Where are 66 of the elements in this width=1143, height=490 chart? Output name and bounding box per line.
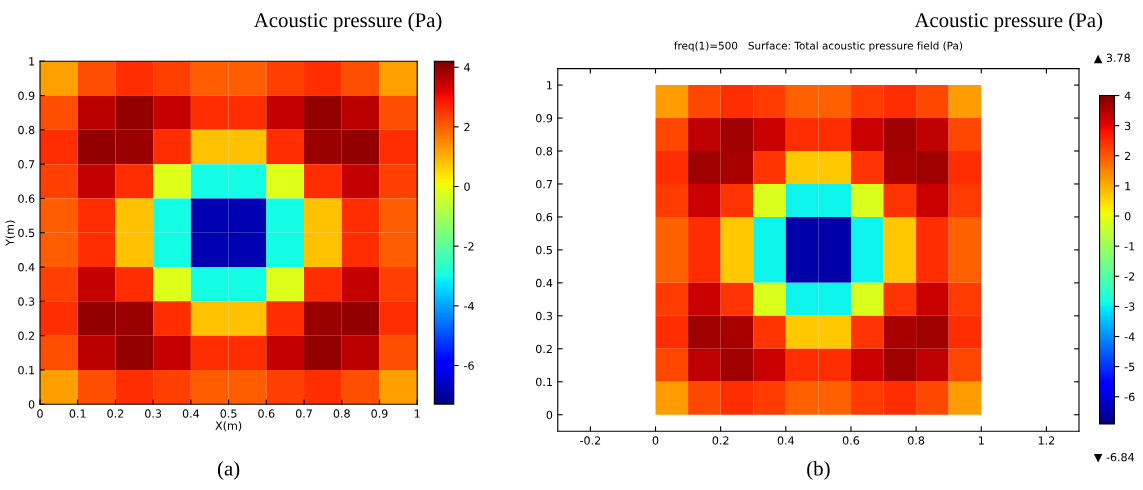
y-tick-label: 0.8 bbox=[18, 125, 35, 135]
x-tick-label: -0.2 bbox=[580, 436, 601, 445]
color-bar-label: 0 bbox=[464, 182, 470, 191]
x-tick-label: 0 bbox=[37, 409, 43, 418]
x-axis-title: X(m) bbox=[215, 421, 242, 432]
x-tick-label: 1.2 bbox=[1038, 436, 1055, 445]
x-tick-label: 0.7 bbox=[295, 409, 312, 418]
text: (a) bbox=[217, 460, 240, 480]
x-tick-label: 0.4 bbox=[777, 436, 795, 445]
text: (b) bbox=[807, 460, 830, 480]
color-bar-label: 0 bbox=[1124, 212, 1131, 221]
y-axis-title: Y(m) bbox=[5, 220, 16, 246]
y-tick-label: 0.1 bbox=[535, 377, 552, 387]
y-tick-label: 1 bbox=[29, 57, 35, 66]
color-bar-label: -3 bbox=[1124, 302, 1135, 311]
color-bar-label: -4 bbox=[1124, 332, 1135, 341]
color-bar-label: -1 bbox=[1124, 242, 1135, 251]
color-bar-label: -4 bbox=[464, 301, 474, 311]
x-tick-label: 1 bbox=[414, 409, 420, 418]
color-bar-label: 2 bbox=[464, 122, 470, 132]
y-tick-label: 0.9 bbox=[535, 114, 553, 123]
chart-subtitle: freq(1)=500 Surface: Total acoustic pressure field (Pa) bbox=[674, 41, 963, 52]
text: ▼ -6.84 bbox=[1093, 452, 1135, 463]
x-tick-label: 0.9 bbox=[371, 409, 388, 418]
y-tick-label: 0.6 bbox=[18, 194, 35, 203]
x-tick-label: 0.4 bbox=[182, 409, 200, 418]
x-tick-label: 0.8 bbox=[333, 409, 350, 418]
color-bar-label: -2 bbox=[464, 242, 474, 251]
chart-title: Acoustic pressure (Pa) bbox=[253, 12, 442, 32]
color-bar-label: 4 bbox=[464, 63, 470, 72]
color-bar-label: 2 bbox=[1124, 151, 1131, 161]
color-bar-label: 3 bbox=[1124, 121, 1131, 131]
y-tick-label: 0.9 bbox=[18, 91, 35, 100]
x-tick-label: 1 bbox=[978, 436, 984, 445]
y-tick-label: 1 bbox=[547, 81, 552, 90]
x-tick-label: 0.2 bbox=[712, 436, 729, 445]
y-tick-label: 0.3 bbox=[535, 311, 553, 321]
y-tick-label: 0.8 bbox=[535, 146, 553, 156]
text: ▲ 3.78 bbox=[1093, 53, 1130, 64]
color-bar-label: -2 bbox=[1124, 272, 1135, 281]
color-bar-label: -6 bbox=[1124, 392, 1135, 402]
y-tick-label: 0.5 bbox=[18, 228, 35, 238]
x-tick-label: 0.3 bbox=[145, 409, 162, 418]
y-tick-label: 0.5 bbox=[535, 245, 552, 255]
color-bar-label: -6 bbox=[464, 361, 474, 370]
x-tick-label: 0.6 bbox=[842, 436, 860, 445]
color-bar-label: -5 bbox=[1124, 362, 1135, 371]
y-tick-label: 0.6 bbox=[535, 212, 553, 222]
x-tick-label: 0.8 bbox=[908, 436, 925, 445]
x-tick-label: 0.2 bbox=[107, 409, 124, 418]
x-tick-label: 0.6 bbox=[258, 409, 275, 418]
y-tick-label: 0.2 bbox=[535, 344, 552, 354]
y-tick-label: 0 bbox=[28, 400, 35, 409]
y-tick-label: 0.7 bbox=[535, 179, 552, 189]
y-tick-label: 0.2 bbox=[18, 331, 35, 341]
color-bar-label: 4 bbox=[1124, 91, 1131, 100]
x-tick-label: 0.1 bbox=[69, 409, 86, 418]
chart-title: Acoustic pressure (Pa) bbox=[914, 12, 1103, 32]
x-tick-label: 0 bbox=[652, 436, 659, 445]
y-tick-label: 0.3 bbox=[18, 297, 35, 306]
y-tick-label: 0.4 bbox=[535, 278, 553, 288]
color-bar-label: 1 bbox=[1125, 182, 1131, 191]
y-tick-label: 0.7 bbox=[18, 160, 35, 169]
y-tick-label: 0.1 bbox=[18, 365, 35, 375]
x-tick-label: 0.5 bbox=[220, 409, 237, 418]
y-tick-label: 0.4 bbox=[18, 263, 35, 272]
